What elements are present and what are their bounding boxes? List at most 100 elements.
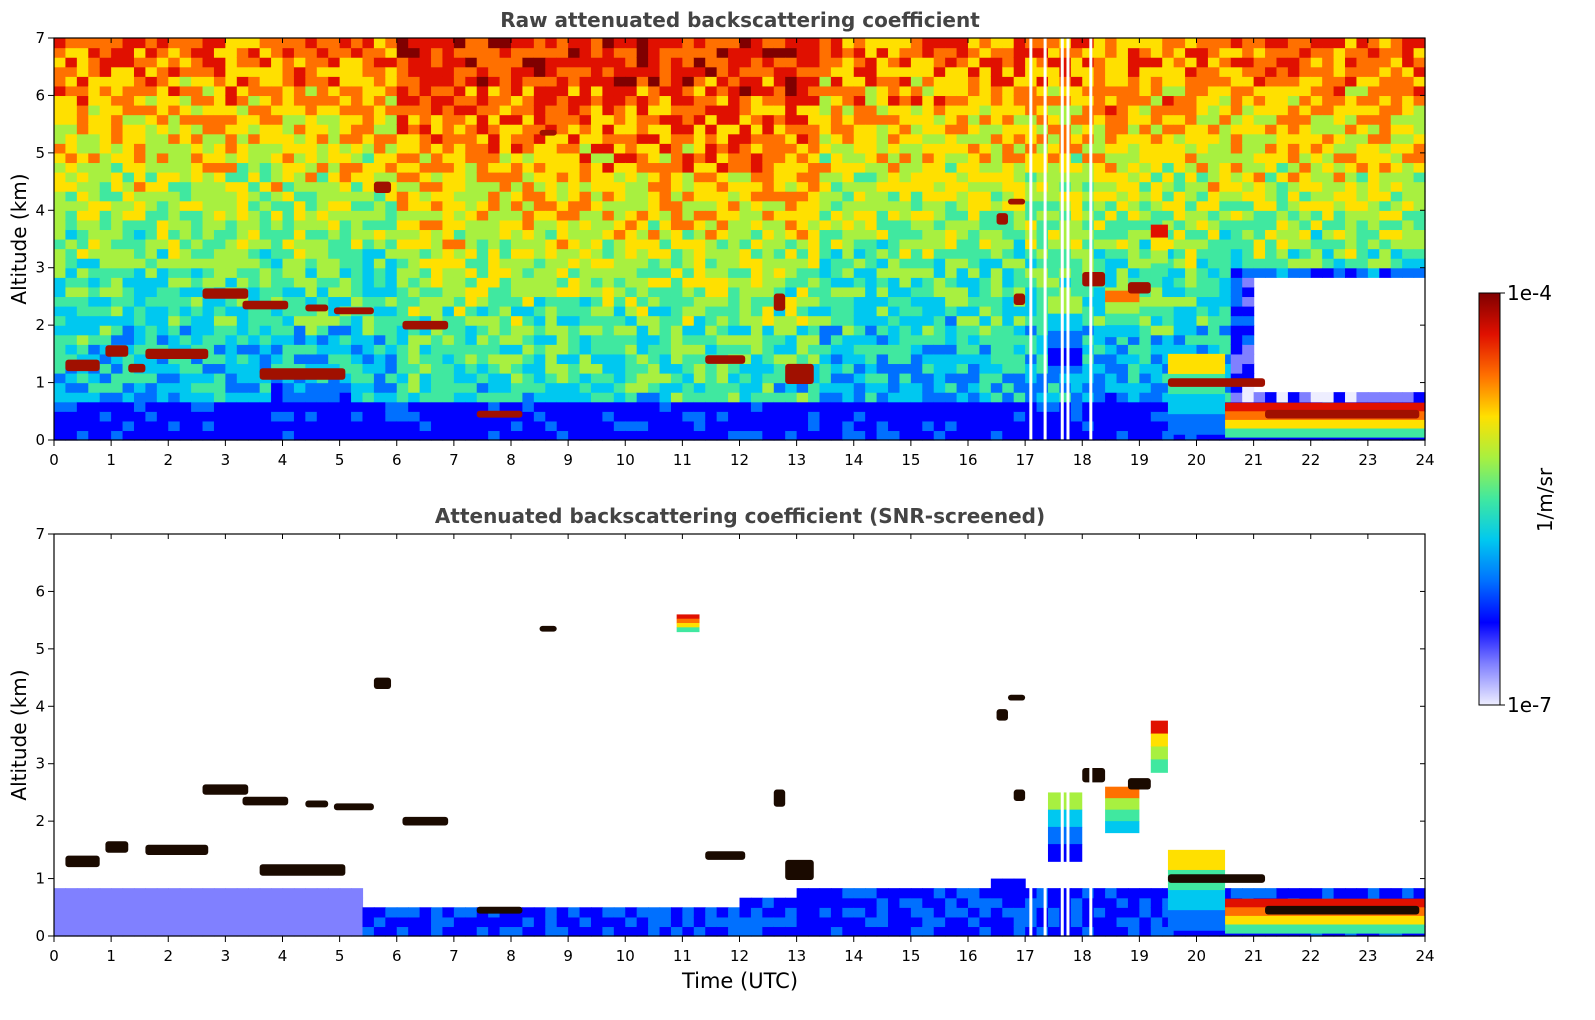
heatmap-cell <box>1413 267 1426 278</box>
heatmap-cell <box>979 162 992 173</box>
heatmap-cell <box>1310 47 1323 58</box>
heatmap-cell <box>1127 392 1140 403</box>
heatmap-cell <box>316 85 329 97</box>
heatmap-cell <box>1116 76 1129 87</box>
heatmap-cell <box>830 382 843 393</box>
heatmap-cell <box>693 373 706 384</box>
heatmap-cell <box>305 105 318 116</box>
heatmap-cell <box>385 382 398 393</box>
heatmap-cell <box>476 315 489 326</box>
heatmap-cell <box>1185 267 1198 278</box>
heatmap-cell <box>1173 47 1186 58</box>
heatmap-cell <box>853 191 866 202</box>
heatmap-cell <box>990 344 1003 355</box>
heatmap-cell <box>1059 382 1072 393</box>
heatmap-cell <box>568 172 581 183</box>
heatmap-cell <box>202 267 215 278</box>
heatmap-cell <box>1196 286 1209 298</box>
heatmap-cell <box>396 133 409 144</box>
data-gap <box>1043 38 1047 440</box>
heatmap-cell <box>933 219 946 231</box>
heatmap-cell <box>339 315 352 326</box>
heatmap-cell <box>465 105 478 116</box>
heatmap-cell <box>1150 181 1163 192</box>
heatmap-cell <box>1345 162 1358 173</box>
heatmap-cell <box>853 114 866 125</box>
heatmap-cell <box>1013 172 1026 183</box>
heatmap-cell <box>122 57 135 68</box>
heatmap-cell <box>1116 382 1129 393</box>
heatmap-cell <box>133 191 147 202</box>
heatmap-cell <box>819 152 832 164</box>
heatmap-cell <box>499 334 512 345</box>
heatmap-cell <box>351 420 364 432</box>
heatmap-cell <box>419 286 432 298</box>
heatmap-cell <box>271 286 284 298</box>
heatmap-cell <box>54 95 67 106</box>
heatmap-cell <box>705 152 718 164</box>
heatmap-cell <box>693 334 706 345</box>
heatmap-cell <box>990 325 1003 336</box>
heatmap-cell <box>1265 152 1278 164</box>
heatmap-cell <box>1230 210 1243 221</box>
heatmap-cell <box>1299 172 1312 183</box>
heatmap-cell <box>865 315 878 326</box>
heatmap-cell <box>293 191 306 202</box>
heatmap-cell <box>693 258 706 269</box>
heatmap-cell <box>1276 133 1289 144</box>
heatmap-cell <box>1390 57 1403 68</box>
heatmap-cell <box>1356 85 1369 97</box>
heatmap-cell <box>819 143 832 154</box>
heatmap-cell <box>522 66 535 77</box>
heatmap-cell <box>293 229 306 240</box>
heatmap-cell <box>316 239 329 250</box>
heatmap-cell <box>54 401 67 412</box>
heatmap-cell <box>351 57 364 68</box>
heatmap-cell <box>1333 152 1346 164</box>
heatmap-cell <box>556 76 569 87</box>
heatmap-cell <box>796 114 809 125</box>
heatmap-cell <box>1322 267 1335 278</box>
heatmap-cell <box>1322 124 1335 135</box>
heatmap-cell <box>636 114 649 125</box>
heatmap-cell <box>899 353 912 365</box>
heatmap-cell <box>1139 411 1152 422</box>
heatmap-cell <box>773 143 786 154</box>
heatmap-cell <box>431 219 444 231</box>
heatmap-cell <box>202 363 215 374</box>
heatmap-cell <box>716 105 729 116</box>
heatmap-cell <box>1093 210 1106 221</box>
heatmap-cell <box>305 124 318 135</box>
heatmap-cell <box>145 306 158 317</box>
heatmap-cell <box>1242 85 1255 97</box>
heatmap-cell <box>853 66 866 77</box>
heatmap-cell <box>716 181 729 192</box>
heatmap-cell <box>625 306 638 317</box>
heatmap-cell <box>259 143 272 154</box>
heatmap-cell <box>305 191 318 202</box>
heatmap-cell <box>1070 401 1083 412</box>
heatmap-cell <box>945 286 958 298</box>
heatmap-cell <box>282 334 295 345</box>
heatmap-cell <box>1253 219 1266 231</box>
heatmap-cell <box>773 152 786 164</box>
heatmap-cell <box>1070 248 1083 259</box>
heatmap-cell <box>979 152 992 164</box>
heatmap-cell <box>179 229 192 240</box>
heatmap-cell <box>625 248 638 259</box>
heatmap-cell <box>579 105 592 116</box>
heatmap-cell <box>122 95 135 106</box>
heatmap-cell <box>785 325 798 336</box>
heatmap-cell <box>579 229 592 240</box>
heatmap-cell <box>453 277 466 288</box>
heatmap-cell <box>88 344 101 355</box>
heatmap-cell <box>145 420 158 432</box>
heatmap-cell <box>362 277 375 288</box>
heatmap-cell <box>522 47 535 58</box>
heatmap-cell <box>99 286 112 298</box>
heatmap-cell <box>465 76 478 87</box>
heatmap-cell <box>533 76 546 87</box>
heatmap-cell <box>225 315 238 326</box>
heatmap-cell <box>1002 85 1015 97</box>
heatmap-cell <box>213 373 226 384</box>
